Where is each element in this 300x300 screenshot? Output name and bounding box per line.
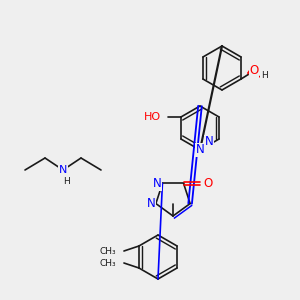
- Text: H: H: [261, 70, 267, 80]
- Text: N: N: [205, 135, 213, 148]
- Text: CH₃: CH₃: [99, 259, 116, 268]
- Text: CH₃: CH₃: [99, 247, 116, 256]
- Text: N: N: [146, 197, 155, 210]
- Text: N: N: [153, 177, 162, 190]
- Text: N: N: [59, 165, 67, 175]
- Text: O: O: [203, 177, 212, 190]
- Text: HO: HO: [144, 112, 161, 122]
- Text: N: N: [196, 143, 204, 156]
- Text: H: H: [63, 176, 69, 185]
- Text: O: O: [249, 64, 259, 77]
